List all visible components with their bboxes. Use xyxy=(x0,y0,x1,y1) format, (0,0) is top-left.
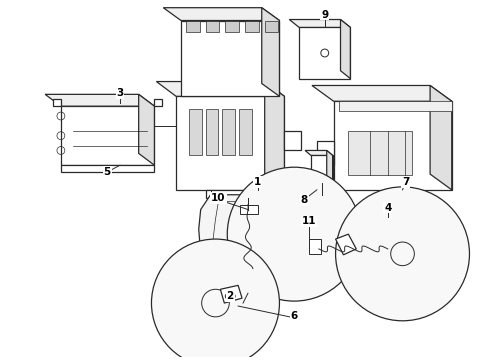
Ellipse shape xyxy=(225,293,235,300)
Polygon shape xyxy=(348,131,413,175)
Polygon shape xyxy=(262,8,279,96)
Polygon shape xyxy=(61,165,154,172)
Text: 7: 7 xyxy=(402,177,409,187)
Polygon shape xyxy=(265,21,278,32)
Polygon shape xyxy=(265,82,284,190)
Polygon shape xyxy=(206,190,250,198)
Text: 11: 11 xyxy=(302,216,316,226)
Polygon shape xyxy=(299,27,350,78)
Polygon shape xyxy=(317,141,334,165)
Text: 3: 3 xyxy=(116,88,123,98)
Circle shape xyxy=(336,187,469,321)
Polygon shape xyxy=(284,131,301,150)
Circle shape xyxy=(151,239,279,360)
Polygon shape xyxy=(206,109,219,156)
Polygon shape xyxy=(312,85,452,101)
Polygon shape xyxy=(139,94,154,165)
Polygon shape xyxy=(327,150,333,183)
Polygon shape xyxy=(199,195,284,290)
Polygon shape xyxy=(206,21,220,32)
Text: 5: 5 xyxy=(103,167,111,177)
Polygon shape xyxy=(176,96,284,190)
Polygon shape xyxy=(181,21,279,96)
Text: 10: 10 xyxy=(211,193,226,203)
Polygon shape xyxy=(154,99,162,106)
Polygon shape xyxy=(222,109,235,156)
Text: 6: 6 xyxy=(291,311,298,321)
Polygon shape xyxy=(45,94,154,106)
Polygon shape xyxy=(220,285,242,303)
Text: 4: 4 xyxy=(384,203,392,212)
Text: 2: 2 xyxy=(226,291,234,301)
Polygon shape xyxy=(309,239,321,254)
Polygon shape xyxy=(53,99,61,106)
Polygon shape xyxy=(339,101,452,111)
Polygon shape xyxy=(225,21,239,32)
Polygon shape xyxy=(239,109,252,156)
Polygon shape xyxy=(189,109,202,156)
Circle shape xyxy=(227,167,361,301)
Polygon shape xyxy=(334,101,452,190)
Polygon shape xyxy=(156,82,284,96)
Polygon shape xyxy=(61,106,154,165)
Polygon shape xyxy=(430,85,452,190)
Text: 9: 9 xyxy=(321,10,328,19)
Polygon shape xyxy=(186,21,200,32)
Text: 8: 8 xyxy=(300,195,308,205)
Polygon shape xyxy=(163,8,279,21)
Polygon shape xyxy=(245,21,259,32)
Polygon shape xyxy=(305,150,333,156)
Polygon shape xyxy=(336,234,356,255)
Polygon shape xyxy=(341,19,350,78)
Polygon shape xyxy=(289,19,350,27)
Polygon shape xyxy=(311,156,333,183)
Polygon shape xyxy=(240,204,258,215)
Text: 1: 1 xyxy=(254,177,262,187)
